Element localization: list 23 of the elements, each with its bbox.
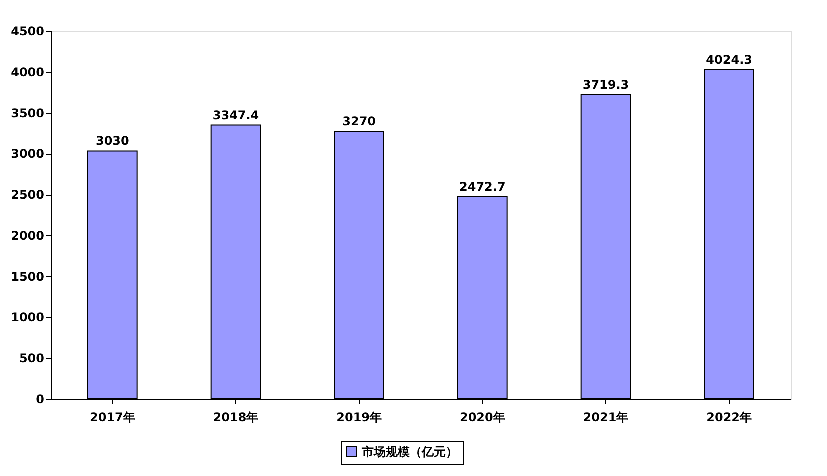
legend-label: 市场规模（亿元）	[361, 445, 458, 459]
y-tick-label: 3500	[11, 106, 44, 120]
y-tick-label: 3000	[11, 147, 44, 162]
y-tick-label: 1500	[11, 270, 44, 284]
x-tick-label: 2017年	[90, 410, 136, 424]
y-tick-label: 0	[36, 392, 44, 406]
x-tick-label: 2020年	[460, 410, 506, 424]
data-label: 4024.3	[706, 52, 752, 67]
y-tick-label: 4000	[11, 65, 44, 80]
data-label: 3347.4	[212, 108, 260, 122]
data-label: 2472.7	[460, 180, 506, 194]
data-label: 3030	[96, 134, 130, 148]
x-tick-label: 2018年	[213, 410, 259, 424]
y-tick-label: 1000	[11, 310, 44, 325]
y-tick-label: 2000	[11, 228, 44, 243]
y-tick-label: 2500	[11, 188, 44, 202]
x-tick-label: 2019年	[336, 410, 382, 424]
x-tick-label: 2021年	[583, 410, 629, 424]
data-label: 3270	[342, 114, 376, 129]
x-tick-label: 2022年	[706, 410, 752, 424]
data-label: 3719.3	[582, 78, 630, 92]
y-tick-label: 4500	[11, 24, 44, 38]
y-tick-label: 500	[19, 352, 44, 366]
